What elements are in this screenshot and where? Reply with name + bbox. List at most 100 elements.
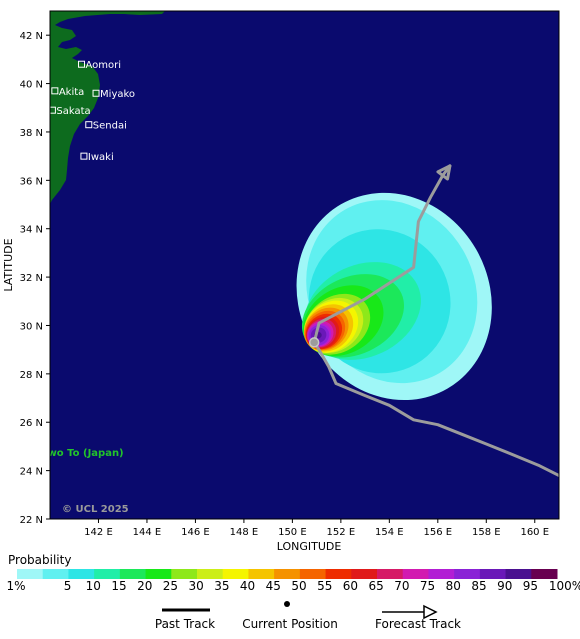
legend-label: 45 [266, 579, 281, 593]
y-axis-ticks: 22 N 24 N 26 N 28 N 30 N 32 N 34 N 36 N 38 N 40 N… [20, 31, 50, 526]
legend-label: 70 [394, 579, 409, 593]
forecast-track-key-arrow [382, 604, 438, 620]
y-tick-label: 40 N [20, 80, 43, 91]
current-position-key-dot [284, 601, 290, 607]
x-tick-label: 148 E [230, 527, 259, 538]
legend-swatch [454, 569, 481, 579]
current-position-key-label: Current Position [242, 617, 338, 631]
legend-swatch [42, 569, 69, 579]
probability-legend: Probability 1% 5 10 15 20 25 30 35 40 45 50 55 60 65 7… [6, 553, 580, 593]
forecast-arrow-head [436, 164, 452, 181]
legend-swatch [68, 569, 95, 579]
legend-swatch [17, 569, 44, 579]
x-tick-label: 154 E [375, 527, 404, 538]
copyright-text: © UCL 2025 [62, 504, 129, 515]
legend-label: 60 [343, 579, 358, 593]
past-track-key-label: Past Track [155, 617, 215, 631]
legend-swatch [325, 569, 352, 579]
legend-swatch [248, 569, 275, 579]
legend-swatch [402, 569, 429, 579]
city-marker [50, 106, 56, 114]
city-label: Iwaki [88, 152, 114, 163]
legend-labels: 1% 5 10 15 20 25 30 35 40 45 50 55 60 65 70 75 80 85 90 95 1… [6, 579, 580, 593]
city-label: Aomori [86, 60, 122, 71]
y-axis-label: LATITUDE [2, 238, 15, 291]
legend-swatch [222, 569, 249, 579]
y-tick-label: 28 N [20, 370, 43, 381]
legend-swatch [505, 569, 532, 579]
legend-swatch [351, 569, 378, 579]
legend-swatch [531, 569, 558, 579]
y-tick-label: 36 N [20, 176, 43, 187]
legend-label: 85 [471, 579, 486, 593]
legend-swatch [377, 569, 404, 579]
legend-swatch [171, 569, 198, 579]
y-tick-label: 38 N [20, 128, 43, 139]
legend-label: 50 [291, 579, 306, 593]
legend-title: Probability [8, 553, 71, 567]
legend-color-bar [17, 569, 558, 579]
legend-label: 10 [86, 579, 101, 593]
legend-label: 55 [317, 579, 332, 593]
city-label: Sakata [56, 106, 90, 117]
x-tick-label: 144 E [133, 527, 162, 538]
y-tick-label: 22 N [20, 515, 43, 526]
legend-label: 65 [369, 579, 384, 593]
legend-label: 80 [446, 579, 461, 593]
legend-swatch [274, 569, 301, 579]
city-label: Akita [59, 87, 84, 98]
legend-label: 1% [6, 579, 25, 593]
forecast-track-key-label: Forecast Track [375, 617, 461, 631]
legend-label: 15 [111, 579, 126, 593]
map-frame [49, 10, 560, 520]
city-marker [85, 121, 93, 129]
city-marker [80, 152, 88, 160]
legend-swatch [479, 569, 507, 579]
japan-landmass [50, 11, 160, 204]
x-tick-label: 142 E [84, 527, 113, 538]
y-tick-label: 32 N [20, 273, 43, 284]
legend-label: 25 [163, 579, 178, 593]
legend-label: 20 [137, 579, 152, 593]
legend-label: 95 [523, 579, 538, 593]
legend-swatch [428, 569, 455, 579]
track-key: Past Track Current Position Forecast Tra… [155, 601, 461, 631]
hokkaido-tip [120, 11, 165, 15]
x-axis-label: LONGITUDE [277, 540, 342, 553]
legend-label: 5 [64, 579, 72, 593]
x-tick-label: 156 E [424, 527, 453, 538]
past-track-line [312, 340, 559, 477]
island-label: wo To (Japan) [48, 448, 124, 459]
legend-swatch [119, 569, 147, 579]
city-label: Miyako [100, 89, 135, 100]
y-tick-label: 30 N [20, 321, 43, 332]
x-tick-label: 160 E [520, 527, 549, 538]
city-label: Sendai [93, 121, 127, 132]
y-tick-label: 42 N [20, 31, 43, 42]
y-tick-label: 26 N [20, 418, 43, 429]
legend-label: 35 [214, 579, 229, 593]
legend-swatch [94, 569, 121, 579]
city-marker [51, 87, 59, 95]
forecast-track-line [312, 164, 452, 344]
x-tick-label: 152 E [327, 527, 356, 538]
legend-swatch [145, 569, 172, 579]
x-tick-label: 150 E [278, 527, 307, 538]
legend-label: 75 [420, 579, 435, 593]
city-marker [78, 60, 86, 68]
legend-label: 40 [240, 579, 255, 593]
city-marker [92, 89, 100, 97]
legend-label: 30 [189, 579, 204, 593]
x-tick-label: 146 E [181, 527, 210, 538]
y-tick-label: 24 N [20, 467, 43, 478]
legend-label: 90 [497, 579, 512, 593]
x-axis-ticks: 142 E 144 E 146 E 148 E 150 E 152 E 154 E 156 E… [84, 519, 549, 538]
legend-swatch [197, 569, 224, 579]
y-tick-label: 34 N [20, 225, 43, 236]
x-tick-label: 158 E [472, 527, 501, 538]
legend-swatch [299, 569, 327, 579]
current-position-marker [308, 337, 320, 348]
